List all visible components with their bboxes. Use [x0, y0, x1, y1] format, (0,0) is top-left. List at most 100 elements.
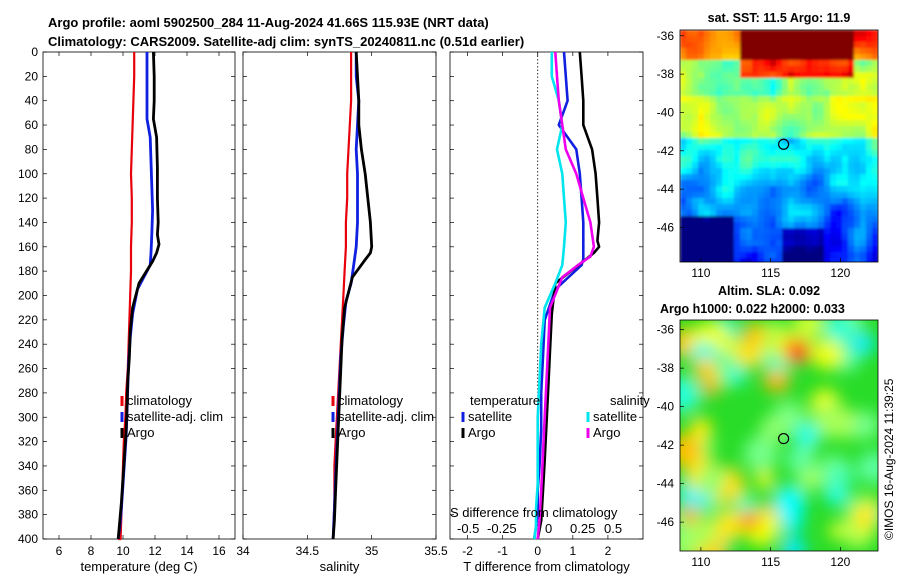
temperature-axes-box	[42, 51, 236, 540]
temp-legend-argo-label: Argo	[127, 425, 154, 440]
temperature-ytick-label: 120	[18, 191, 38, 205]
temperature-ytick-label: 240	[18, 337, 38, 351]
temperature-xtick-label: 16	[212, 544, 226, 558]
sla-heatmap-cells	[680, 320, 878, 551]
diff-legend-t-argo-label: Argo	[468, 425, 495, 440]
temperature-ytick-label: 360	[18, 483, 38, 497]
sla-ytick-label: -40	[657, 400, 675, 414]
salinity-xlabel: salinity	[320, 559, 360, 574]
temperature-ytick-label: 320	[18, 435, 38, 449]
sst-ytick-label: -42	[657, 144, 675, 158]
diff-legend-title-temperature: temperature	[470, 393, 540, 408]
temperature-ytick-label: 280	[18, 386, 38, 400]
temperature-profile-panel: 0 20 40 60 80 100 120 140 160 180 200 220 240 260 280 3…	[18, 45, 236, 574]
temperature-ytick-label: 340	[18, 459, 38, 473]
diff-series-satellite_s	[532, 52, 568, 540]
temperature-ytick-label: 40	[25, 94, 39, 108]
temperature-ytick-label: 0	[31, 45, 38, 59]
sst-ytick-label: -46	[657, 220, 675, 234]
diff-legend-s-argo-label: Argo	[593, 425, 620, 440]
diff-top-tick-label: 0.5	[604, 521, 622, 536]
sst-map-panel: sat. SST: 11.5 Argo: 11.9 110 115 120 -36 -38…	[657, 11, 879, 280]
difference-xtick-label: 1	[569, 544, 576, 558]
temperature-xtick-label: 10	[116, 544, 130, 558]
temperature-xtick-label: 12	[148, 544, 162, 558]
sla-ytick-label: -38	[657, 361, 675, 375]
sst-xtick-label: 110	[691, 266, 710, 280]
temperature-ytick-label: 300	[18, 410, 38, 424]
difference-xlabel: T difference from climatology	[463, 559, 630, 574]
sla-xtick-label: 115	[761, 555, 780, 569]
temperature-xtick-label: 8	[88, 544, 95, 558]
sla-map-title-2: Argo h1000: 0.022 h2000: 0.033	[660, 302, 845, 316]
diff-top-tick-label: 0.25	[570, 521, 595, 536]
diff-legend-s-satellite-label: satellite	[593, 409, 637, 424]
diff-top-tick-label: -0.5	[457, 521, 479, 536]
sla-argo-marker	[778, 432, 790, 445]
difference-xtick-label: 2	[605, 544, 612, 558]
sal-legend-argo-label: Argo	[338, 425, 365, 440]
sst-xtick-label: 120	[830, 266, 850, 280]
sal-series-argo	[331, 51, 374, 540]
temperature-ytick-label: 20	[25, 69, 39, 83]
sla-ytick-label: -44	[657, 477, 675, 491]
diff-top-tick-label: -0.25	[487, 521, 517, 536]
temperature-ytick-label: 180	[18, 264, 38, 278]
sla-ytick-label: -36	[657, 323, 675, 337]
sla-xtick-label: 110	[691, 555, 710, 569]
temperature-ytick-label: 140	[18, 215, 38, 229]
sla-ytick-label: -46	[657, 515, 675, 529]
temperature-ytick-label: 80	[25, 142, 39, 156]
difference-xtick-label: -1	[497, 544, 508, 558]
temperature-ytick-label: 60	[25, 118, 39, 132]
temperature-ytick-label: 220	[18, 313, 38, 327]
temperature-ytick-label: 200	[18, 289, 38, 303]
sla-map-panel: Altim. SLA: 0.092 Argo h1000: 0.022 h2000…	[657, 284, 879, 569]
salinity-profile-panel: 34 34.5 35 35.5 salinity climatologysatellite…	[236, 51, 448, 574]
salinity-xtick-label: 35	[365, 544, 379, 558]
sst-heatmap-cells	[680, 30, 878, 262]
sst-ytick-label: -36	[657, 29, 675, 43]
temperature-ytick-label: 400	[18, 532, 38, 546]
diff-top-tick-label: 0	[545, 521, 552, 536]
sst-argo-marker	[778, 138, 790, 150]
difference-xtick-label: 0	[534, 544, 541, 558]
temperature-xtick-label: 6	[56, 544, 63, 558]
diff-legend-t-satellite-label: satellite	[468, 409, 512, 424]
sst-map-title: sat. SST: 11.5 Argo: 11.9	[708, 11, 851, 25]
temp-legend-climatology-label: climatology	[127, 393, 193, 408]
sla-xtick-label: 120	[830, 555, 850, 569]
figure-title-line2: Climatology: CARS2009. Satellite-adj cli…	[48, 34, 524, 49]
salinity-xtick-label: 34.5	[296, 544, 320, 558]
temperature-xlabel: temperature (deg C)	[80, 559, 197, 574]
temperature-ytick-label: 100	[18, 167, 38, 181]
difference-axes-box	[449, 51, 644, 540]
diff-series-argo	[536, 51, 601, 540]
sal-legend-climatology-label: climatology	[338, 393, 404, 408]
sst-ytick-label: -44	[657, 182, 675, 196]
difference-profile-panel: -2 -1 0 1 2T difference from climatology temp…	[449, 51, 650, 574]
figure-title-line1: Argo profile: aoml 5902500_284 11-Aug-20…	[48, 15, 489, 30]
salinity-xtick-label: 35.5	[424, 544, 448, 558]
sst-xtick-label: 115	[761, 266, 780, 280]
temperature-ytick-label: 260	[18, 362, 38, 376]
sal-series-climatology	[332, 52, 353, 540]
temp-series-argo	[116, 51, 161, 540]
diff-series-argo_s	[536, 51, 596, 540]
salinity-axes-box	[242, 51, 437, 540]
temperature-ytick-label: 380	[18, 508, 38, 522]
sla-ytick-label: -42	[657, 438, 675, 452]
sst-ytick-label: -38	[657, 67, 675, 81]
temp-legend-satellite-label: satellite-adj. clim	[127, 409, 223, 424]
sal-legend-satellite-label: satellite-adj. clim	[338, 409, 434, 424]
diff-legend-title-salinity: salinity	[610, 393, 650, 408]
diff-top-axis-label: S difference from climatology	[450, 505, 618, 520]
imos-timestamp: ©IMOS 16-Aug-2024 11:39:25	[882, 378, 896, 540]
difference-xtick-label: -2	[462, 544, 473, 558]
salinity-xtick-label: 34	[236, 544, 250, 558]
sla-map-title-1: Altim. SLA: 0.092	[718, 284, 820, 298]
sst-ytick-label: -40	[657, 105, 675, 119]
sla-axes-box	[679, 319, 879, 552]
temperature-ytick-label: 160	[18, 240, 38, 254]
